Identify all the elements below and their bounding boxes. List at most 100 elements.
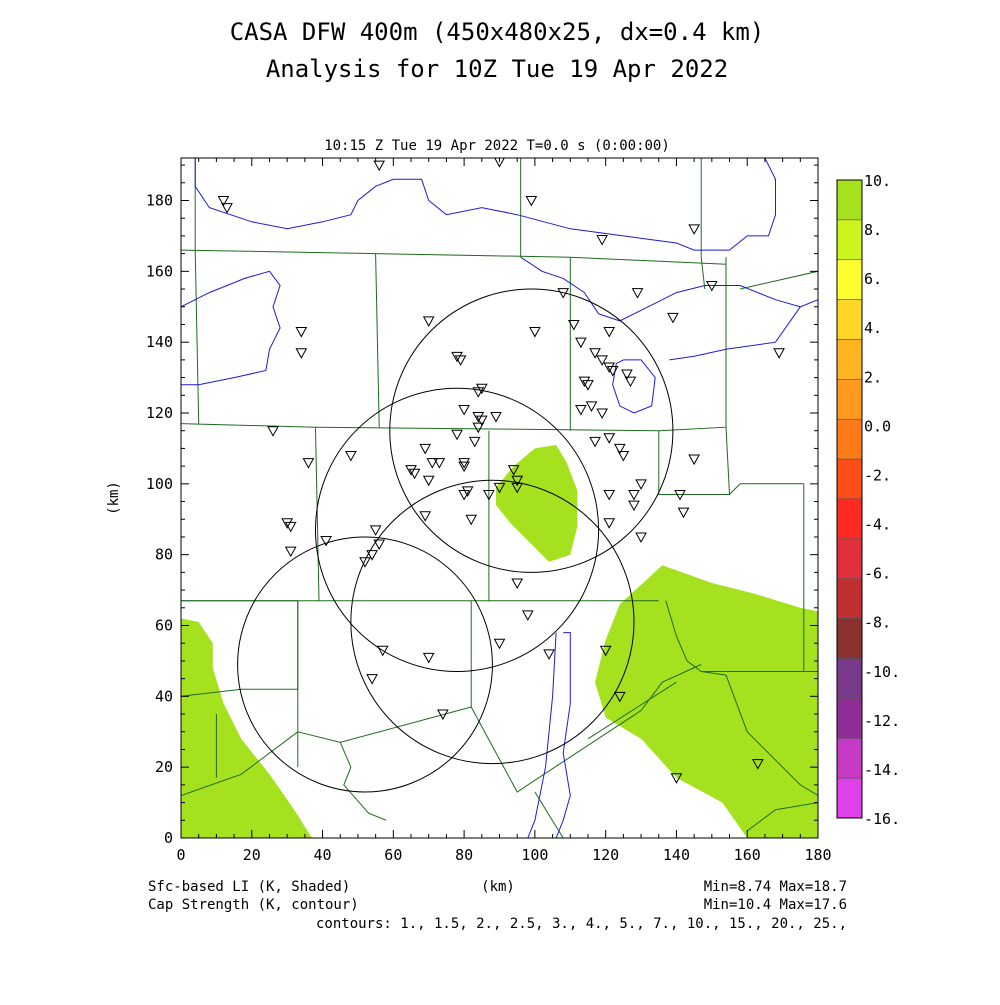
colorbar-label: -10. bbox=[864, 663, 900, 681]
station-marker bbox=[585, 401, 598, 412]
station-marker bbox=[475, 383, 488, 395]
station-marker bbox=[284, 546, 297, 558]
station-marker bbox=[582, 380, 594, 391]
station-marker bbox=[599, 645, 612, 657]
colorbar-swatch bbox=[836, 339, 863, 380]
station-marker bbox=[376, 645, 389, 657]
station-marker bbox=[461, 486, 474, 497]
contour-levels: contours: 1., 1.5, 2., 2.5, 3., 4., 5., … bbox=[316, 916, 847, 932]
station-marker bbox=[677, 507, 690, 519]
colorbar-swatch bbox=[836, 658, 863, 699]
station-marker bbox=[284, 521, 297, 533]
station-marker bbox=[674, 489, 686, 501]
x-tick-label: 180 bbox=[804, 846, 831, 864]
station-marker bbox=[369, 525, 382, 536]
contour-stats: Min=10.4 Max=17.6 bbox=[704, 897, 847, 913]
shaded-region-southwest bbox=[181, 618, 312, 838]
station-marker bbox=[468, 436, 481, 448]
station-marker bbox=[603, 433, 616, 444]
station-marker bbox=[751, 759, 764, 770]
station-marker bbox=[422, 652, 435, 664]
station-marker bbox=[405, 465, 417, 476]
station-marker bbox=[688, 454, 700, 466]
y-tick-label: 20 bbox=[155, 758, 173, 776]
station-marker bbox=[281, 518, 294, 529]
colorbar-label: -14. bbox=[864, 761, 900, 779]
cap-contour bbox=[181, 270, 281, 386]
radar-range-ring bbox=[314, 387, 600, 673]
station-marker bbox=[603, 518, 616, 529]
colorbar-label: -16. bbox=[864, 810, 900, 828]
x-tick-label: 160 bbox=[734, 846, 761, 864]
station-marker bbox=[373, 160, 386, 172]
cap-contour bbox=[612, 359, 656, 414]
station-marker bbox=[295, 348, 308, 359]
chart-subtitle: 10:15 Z Tue 19 Apr 2022 T=0.0 s (0:00:00… bbox=[324, 138, 670, 154]
colorbar-swatch bbox=[836, 498, 863, 540]
station-marker bbox=[422, 475, 435, 487]
colorbar-swatch bbox=[836, 737, 863, 779]
station-marker bbox=[603, 362, 616, 373]
station-marker bbox=[628, 500, 640, 512]
county-line bbox=[181, 731, 299, 796]
cap-contour bbox=[194, 158, 776, 251]
station-marker bbox=[557, 288, 570, 299]
station-marker bbox=[705, 281, 718, 292]
colorbar-swatch bbox=[836, 299, 863, 340]
x-tick-label: 40 bbox=[314, 846, 332, 864]
county-line bbox=[700, 257, 706, 290]
shaded-field-label: Sfc-based LI (K, Shaded) bbox=[148, 879, 350, 895]
station-marker bbox=[596, 234, 608, 246]
colorbar-swatch bbox=[836, 777, 863, 819]
station-marker bbox=[575, 337, 587, 349]
colorbar-swatch bbox=[836, 259, 863, 300]
station-marker bbox=[567, 319, 580, 331]
station-marker bbox=[493, 482, 506, 494]
county-line bbox=[181, 249, 376, 255]
county-line bbox=[375, 253, 727, 265]
station-marker bbox=[529, 327, 541, 338]
colorbar-label: 10. bbox=[864, 172, 891, 190]
county-line bbox=[181, 423, 316, 428]
county-line bbox=[315, 427, 320, 601]
county-line bbox=[194, 250, 200, 424]
colorbar-swatch bbox=[836, 698, 863, 739]
plot-area bbox=[181, 158, 818, 838]
station-marker bbox=[667, 312, 679, 324]
radar-range-ring bbox=[237, 536, 493, 793]
shaded-region-southeast bbox=[595, 565, 818, 838]
station-marker bbox=[511, 475, 524, 487]
station-marker bbox=[596, 408, 608, 420]
y-tick-label: 160 bbox=[146, 262, 173, 280]
station-marker bbox=[575, 404, 587, 416]
station-marker bbox=[596, 355, 608, 366]
station-marker bbox=[320, 536, 332, 547]
station-marker bbox=[451, 429, 463, 441]
y-tick-label: 100 bbox=[146, 475, 173, 493]
station-marker bbox=[688, 224, 700, 235]
colorbar-swatch bbox=[836, 179, 863, 221]
county-line bbox=[470, 706, 529, 793]
colorbar-swatch bbox=[836, 618, 863, 659]
county-line bbox=[527, 664, 702, 786]
station-marker bbox=[419, 443, 432, 455]
station-marker bbox=[366, 674, 378, 685]
y-tick-label: 140 bbox=[146, 333, 173, 351]
county-line bbox=[339, 742, 387, 821]
colorbar-swatch bbox=[836, 418, 863, 460]
x-tick-label: 120 bbox=[592, 846, 619, 864]
shaded-region-central bbox=[496, 444, 578, 562]
county-line bbox=[665, 600, 818, 796]
county-line bbox=[534, 791, 564, 838]
station-marker bbox=[458, 404, 470, 416]
x-axis-label: (km) bbox=[481, 879, 515, 895]
station-marker bbox=[511, 578, 524, 590]
colorbar: 10. 8. 6. 4. 2. 0.0 -2. -4. -6. -8. -10. -12. -14. -1… bbox=[836, 172, 900, 828]
y-tick-label: 0 bbox=[164, 829, 173, 847]
station-marker bbox=[589, 348, 601, 359]
county-line bbox=[587, 681, 677, 740]
station-marker bbox=[458, 458, 470, 469]
station-marker bbox=[773, 348, 785, 359]
station-marker bbox=[408, 468, 421, 480]
